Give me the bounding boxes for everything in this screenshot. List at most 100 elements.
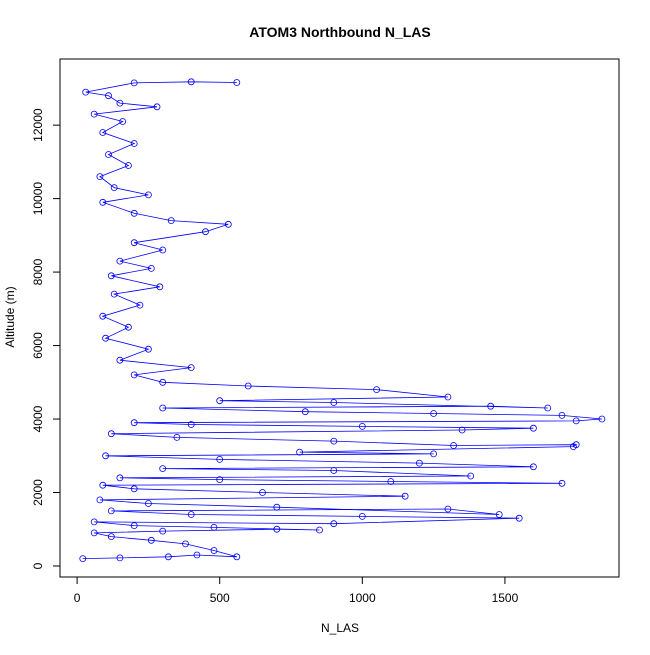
x-tick-label: 1500 <box>492 591 519 605</box>
x-tick-label: 1000 <box>349 591 376 605</box>
data-point <box>187 421 195 428</box>
data-point <box>167 217 175 225</box>
series-line <box>82 81 602 559</box>
data-point <box>210 547 218 554</box>
data-point <box>156 283 164 291</box>
data-point <box>99 481 107 489</box>
data-point <box>159 527 167 535</box>
data-point <box>273 503 281 511</box>
data-point <box>90 529 98 537</box>
data-point <box>401 492 409 500</box>
x-axis: 0 500 1000 1500 <box>74 576 519 605</box>
data-point <box>102 334 109 342</box>
data-point <box>119 118 127 125</box>
data-point <box>130 485 138 493</box>
data-point <box>159 465 167 473</box>
data-point <box>187 364 195 372</box>
data-point <box>99 129 107 136</box>
data-point <box>358 513 366 520</box>
y-axis-label: Altitude (m) <box>3 286 17 347</box>
data-point <box>130 209 138 217</box>
data-point <box>387 478 395 485</box>
data-point <box>273 525 281 533</box>
data-point <box>90 518 98 526</box>
data-point <box>444 505 452 513</box>
data-point <box>159 246 167 254</box>
plot-area <box>79 78 606 562</box>
data-point <box>105 151 112 158</box>
data-point <box>202 228 209 236</box>
data-point <box>124 323 132 331</box>
data-point <box>107 507 115 515</box>
data-point <box>530 463 537 471</box>
data-point <box>164 553 172 561</box>
data-point <box>487 402 495 410</box>
data-point <box>130 371 138 379</box>
data-point <box>102 452 109 460</box>
data-point <box>159 404 167 412</box>
data-point <box>110 290 118 298</box>
data-point <box>224 220 232 228</box>
data-point <box>130 79 138 87</box>
data-point <box>358 422 366 430</box>
data-point <box>296 448 304 456</box>
data-point <box>259 489 266 496</box>
data-point <box>107 430 115 438</box>
chart-title: ATOM3 Northbound N_LAS <box>249 24 430 40</box>
data-point <box>153 103 161 111</box>
data-point <box>130 239 138 247</box>
data-point <box>136 301 144 309</box>
y-tick-label: 8000 <box>31 258 45 285</box>
data-point <box>244 382 252 390</box>
data-point <box>116 99 124 107</box>
data-point <box>544 404 552 412</box>
data-point <box>233 79 241 86</box>
y-tick-label: 4000 <box>31 405 45 432</box>
data-point <box>187 511 195 518</box>
data-point <box>105 92 112 100</box>
data-point <box>99 198 107 206</box>
data-point <box>558 479 566 487</box>
data-point <box>130 140 138 147</box>
data-point <box>415 459 423 467</box>
data-point <box>82 88 90 96</box>
data-point <box>107 272 115 280</box>
data-point <box>216 455 224 463</box>
data-point <box>187 78 195 86</box>
data-point <box>450 442 458 449</box>
data-point <box>233 553 241 561</box>
data-point <box>598 415 606 423</box>
data-point <box>430 410 438 417</box>
data-point <box>330 437 338 445</box>
y-tick-label: 12000 <box>31 108 45 142</box>
data-point <box>316 526 323 534</box>
data-point <box>458 426 466 434</box>
x-tick-label: 0 <box>74 591 81 605</box>
data-point <box>159 378 167 386</box>
data-point <box>572 417 580 425</box>
data-point <box>330 520 338 528</box>
data-point <box>79 555 87 562</box>
data-point <box>301 408 309 416</box>
data-point <box>193 551 201 559</box>
data-point <box>90 110 98 118</box>
data-point <box>173 433 181 441</box>
data-point <box>116 257 124 265</box>
data-point <box>182 540 189 548</box>
data-point <box>144 345 152 353</box>
data-point <box>144 191 152 199</box>
data-point <box>373 386 381 394</box>
data-point <box>130 419 138 427</box>
data-point <box>99 312 107 320</box>
data-point <box>572 441 580 449</box>
data-point <box>216 397 224 405</box>
y-tick-label: 10000 <box>31 182 45 216</box>
data-point <box>96 173 104 181</box>
data-point <box>110 184 118 192</box>
x-tick-label: 500 <box>210 591 230 605</box>
data-point <box>124 162 132 169</box>
data-point <box>530 424 537 432</box>
data-point <box>444 393 452 401</box>
data-point <box>558 411 566 419</box>
